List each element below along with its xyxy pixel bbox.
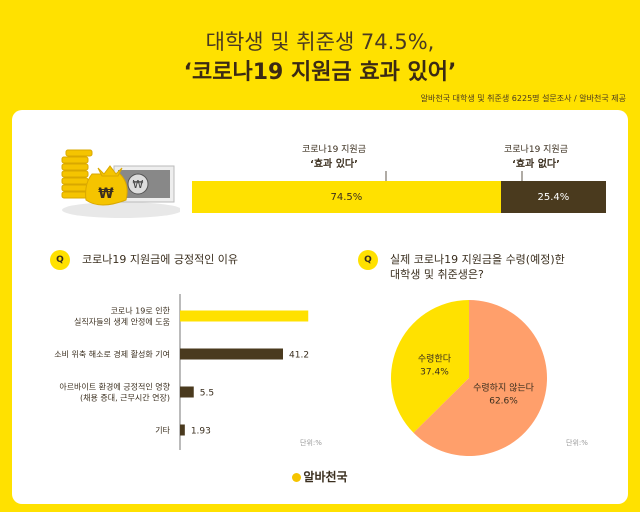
content-card: ₩ ₩ 코로나19 지원금 ‘효과 있다’ 코로나19 지원금 ‘효과 없다’ … bbox=[12, 110, 628, 504]
effect-yes-segment: 74.5% bbox=[192, 181, 501, 213]
reasons-category-label: 코로나 19로 인한 bbox=[111, 306, 171, 316]
effect-no-segment: 25.4% bbox=[500, 181, 606, 213]
reasons-bar bbox=[180, 386, 194, 398]
unit-label-pie: 단위:% bbox=[566, 439, 588, 447]
receive-pie-chart: 수령한다 37.4% 수령하지 않는다 62.6% bbox=[391, 300, 547, 456]
logo-dot-icon bbox=[292, 473, 302, 482]
reasons-category-label: 아르바이트 환경에 긍정적인 영향 bbox=[59, 382, 170, 392]
yes-label-sub: ‘효과 있다’ bbox=[310, 159, 358, 170]
pie-slice-value: 62.6% bbox=[489, 396, 518, 406]
reasons-bar bbox=[180, 348, 283, 360]
brand-logo: 알바천국 bbox=[0, 468, 640, 485]
title-line-1: 대학생 및 취준생 74.5%, bbox=[205, 30, 435, 54]
question-2-text-line-2: 대학생 및 취준생은? bbox=[390, 268, 484, 281]
question-2-text-line-1: 실제 코로나19 지원금을 수령(예정)한 bbox=[390, 253, 565, 266]
brand-logo-text: 알바천국 bbox=[303, 470, 348, 484]
question-1-text: 코로나19 지원금에 긍정적인 이유 bbox=[82, 253, 239, 266]
unit-label-bar: 단위:% bbox=[300, 439, 322, 447]
reasons-category-label: 소비 위축 해소로 경제 활성화 기여 bbox=[54, 349, 170, 359]
pie-slice bbox=[391, 300, 469, 433]
pie-slice bbox=[413, 300, 547, 456]
no-label-title: 코로나19 지원금 bbox=[504, 145, 568, 155]
question-badge: Q bbox=[358, 250, 378, 270]
money-bag-icon: ₩ ₩ bbox=[61, 149, 180, 218]
question-1: Q 코로나19 지원금에 긍정적인 이유 bbox=[50, 250, 238, 270]
reasons-category-label: 실직자들의 생계 안정에 도움 bbox=[74, 317, 170, 327]
yes-label: 코로나19 지원금 ‘효과 있다’ bbox=[302, 142, 366, 170]
reasons-category-label: (채용 증대, 근무시간 연장) bbox=[80, 393, 170, 403]
reasons-value-label: 1.93 bbox=[191, 427, 211, 437]
no-label-sub: ‘효과 없다’ bbox=[512, 159, 560, 170]
effect-stacked-bar: 74.5% 25.4% bbox=[192, 181, 606, 213]
no-label: 코로나19 지원금 ‘효과 없다’ bbox=[504, 142, 568, 170]
effect-no-value: 25.4% bbox=[537, 191, 570, 203]
reasons-bar bbox=[180, 424, 185, 436]
reasons-value-label: 41.2 bbox=[289, 351, 309, 361]
reasons-bar bbox=[180, 310, 309, 322]
title-line-2: ‘코로나19 지원금 효과 있어’ bbox=[183, 60, 457, 85]
svg-text:₩: ₩ bbox=[98, 186, 114, 202]
question-2: Q 실제 코로나19 지원금을 수령(예정)한 대학생 및 취준생은? bbox=[358, 250, 565, 282]
svg-text:₩: ₩ bbox=[133, 178, 144, 191]
pie-slice-value: 37.4% bbox=[420, 368, 449, 378]
pie-slice-label: 수령하지 않는다 bbox=[473, 381, 535, 393]
pie-slice-label: 수령한다 bbox=[418, 353, 452, 365]
question-badge: Q bbox=[50, 250, 70, 270]
effect-yes-value: 74.5% bbox=[330, 191, 363, 203]
source-note: 알바천국 대학생 및 취준생 6225명 설문조사 / 알바천국 제공 bbox=[420, 94, 626, 103]
reasons-category-label: 기타 bbox=[155, 426, 170, 435]
yes-label-title: 코로나19 지원금 bbox=[302, 145, 366, 155]
reasons-value-label: 5.5 bbox=[200, 389, 214, 399]
